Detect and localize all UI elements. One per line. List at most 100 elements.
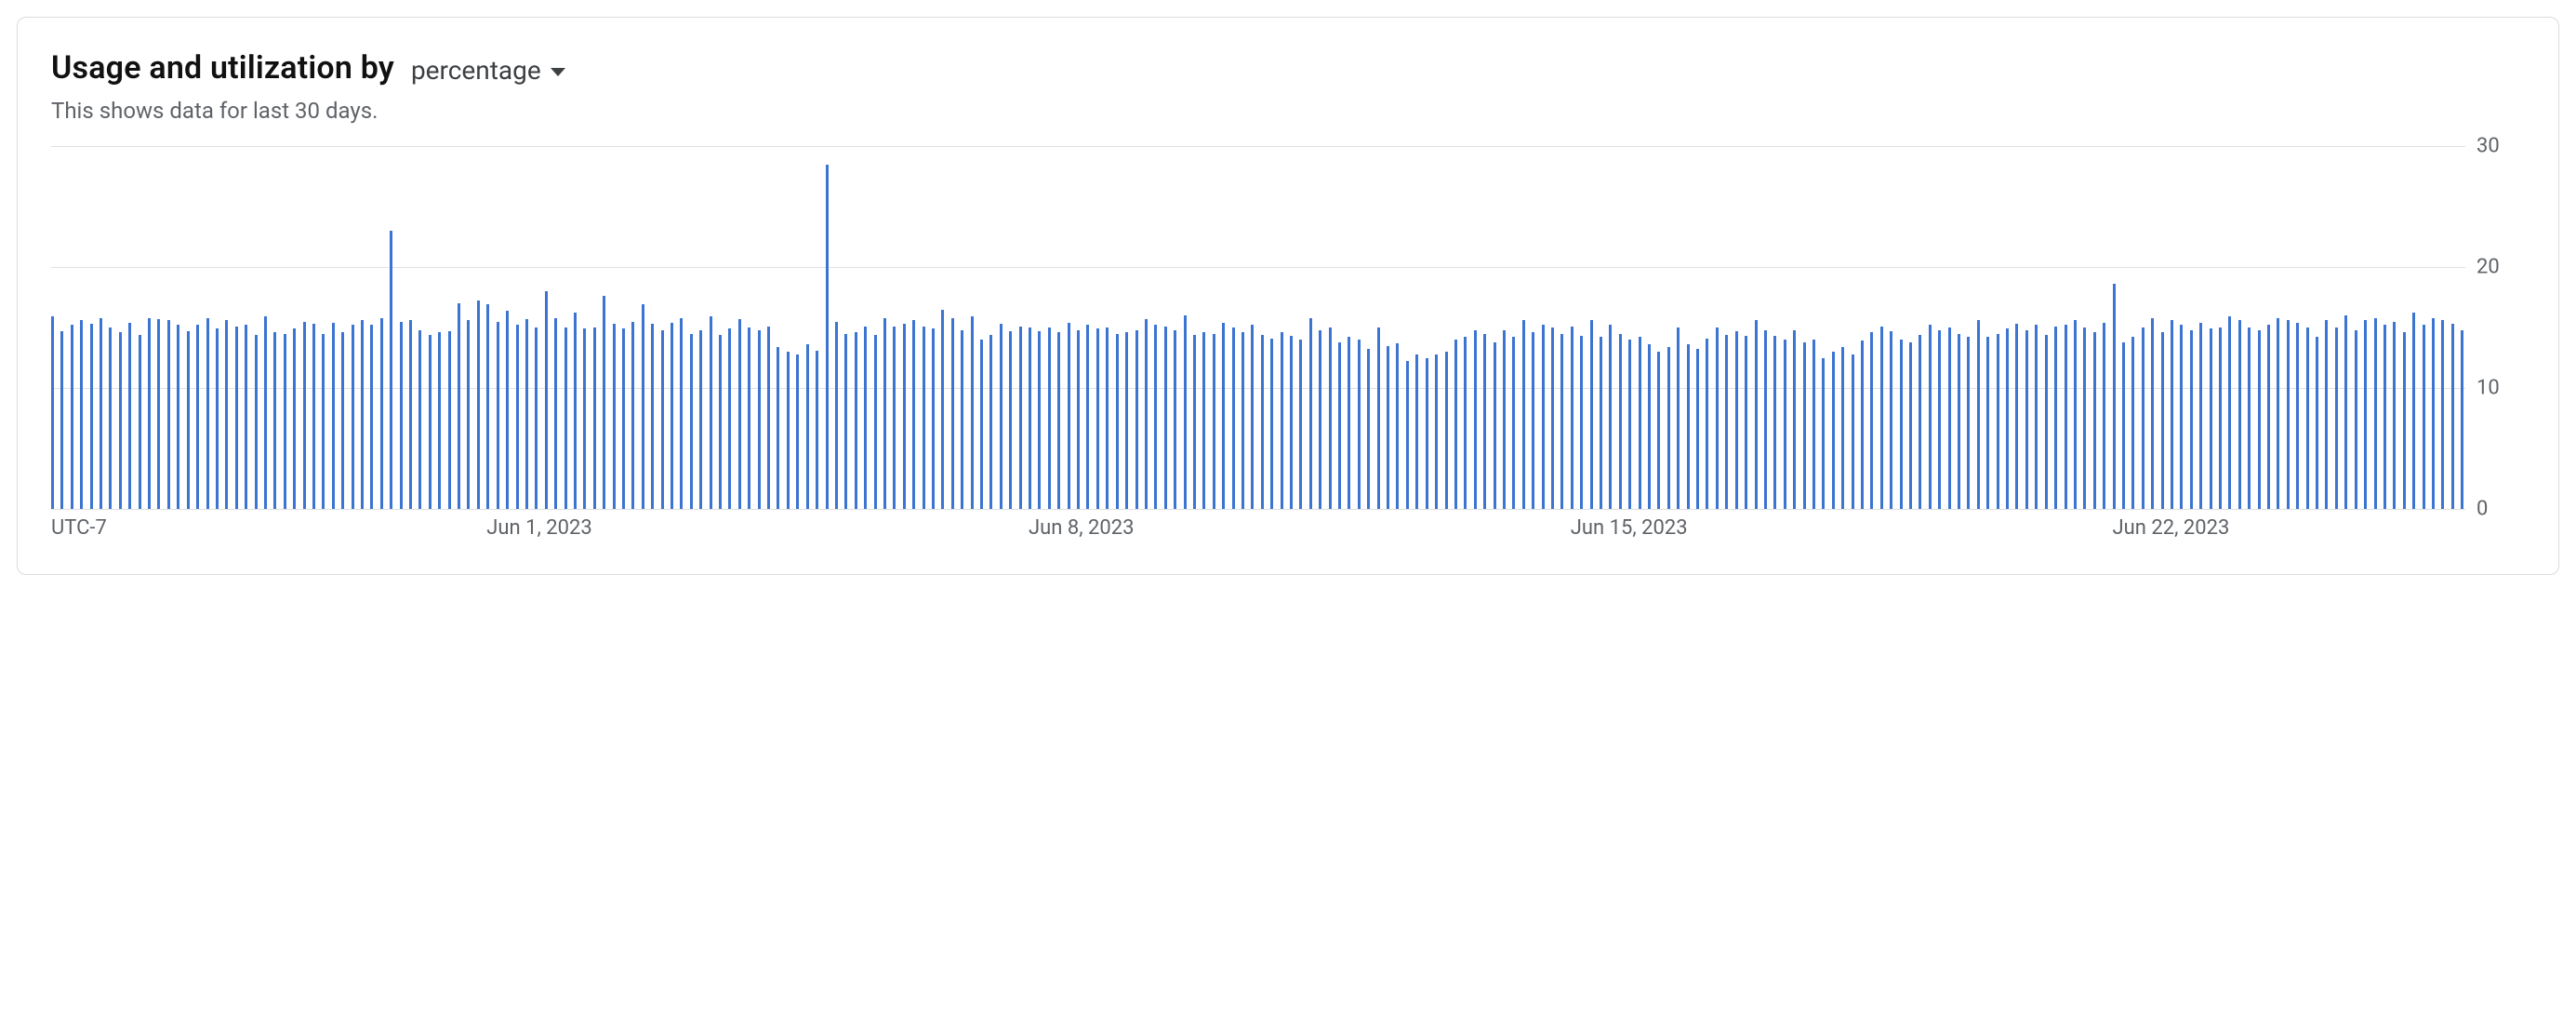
chart-bar xyxy=(448,331,451,509)
chart-bar xyxy=(1687,344,1690,509)
chart-bar xyxy=(1841,347,1844,509)
chart-bar xyxy=(497,322,499,510)
chart-bar xyxy=(1512,337,1515,509)
chart-bar xyxy=(1706,339,1708,509)
chart-bar xyxy=(1609,325,1612,509)
chart-bar xyxy=(603,296,605,509)
usage-chart: 0102030 UTC-7Jun 1, 2023Jun 8, 2023Jun 1… xyxy=(51,146,2525,548)
chart-bar xyxy=(80,320,83,509)
chart-bar xyxy=(1522,320,1525,509)
chart-bar xyxy=(1213,334,1215,510)
chart-bar xyxy=(1773,336,1776,509)
chart-bar xyxy=(806,344,809,509)
chart-bar xyxy=(2122,342,2125,509)
chart-bar xyxy=(467,320,470,509)
chart-bar xyxy=(1348,337,1350,509)
chart-bar xyxy=(651,324,654,509)
chart-bar xyxy=(1648,344,1651,509)
chart-bar xyxy=(1435,354,1438,509)
chart-bar xyxy=(2451,324,2454,509)
chart-bar xyxy=(1677,327,1680,509)
chart-bar xyxy=(1406,361,1409,509)
chart-bar xyxy=(1909,342,1912,509)
chart-bar xyxy=(1793,330,1796,509)
chart-bar xyxy=(1784,340,1786,509)
usage-card: Usage and utilization by percentage This… xyxy=(17,17,2559,575)
chart-bar xyxy=(1590,320,1593,509)
chart-bar xyxy=(2113,284,2116,509)
metric-selector[interactable]: percentage xyxy=(411,55,565,86)
chart-bar xyxy=(109,327,112,509)
card-title: Usage and utilization by xyxy=(51,49,394,87)
chart-bar xyxy=(458,303,460,509)
chart-bar xyxy=(564,327,567,509)
chart-bar xyxy=(1725,335,1728,509)
chart-bar xyxy=(593,327,596,509)
chart-bar xyxy=(883,318,886,509)
chart-bar xyxy=(971,316,974,509)
chart-bar xyxy=(1222,323,1225,509)
chart-bar xyxy=(516,325,519,509)
chart-bar xyxy=(2161,332,2164,509)
chart-bar xyxy=(671,323,673,509)
chart-bar xyxy=(2316,337,2318,509)
chart-bar xyxy=(1019,327,1022,509)
chart-bar xyxy=(2045,335,2048,509)
chart-bar xyxy=(1000,324,1003,509)
chart-bar xyxy=(71,325,73,509)
chart-bar xyxy=(554,318,557,509)
chart-bar xyxy=(738,319,741,509)
chart-bar xyxy=(225,320,228,509)
chart-bar xyxy=(2210,328,2212,509)
chart-bar xyxy=(2306,327,2309,509)
chart-bar xyxy=(1986,337,1989,509)
chart-bar xyxy=(1299,340,1302,509)
chart-bar xyxy=(1096,328,1099,509)
chart-bar xyxy=(2054,327,2057,509)
chart-bar xyxy=(826,165,829,510)
chart-bar xyxy=(1716,327,1719,509)
chart-bar xyxy=(1048,327,1051,509)
chart-bar xyxy=(2171,320,2173,509)
card-subtitle: This shows data for last 30 days. xyxy=(51,98,2525,124)
chart-bar xyxy=(370,325,373,509)
chart-bar xyxy=(390,231,392,509)
chart-bar xyxy=(961,330,963,509)
chart-bar xyxy=(661,330,664,509)
chart-bar xyxy=(1377,327,1380,509)
chart-bar xyxy=(409,320,412,509)
chart-bar xyxy=(2355,330,2357,509)
chart-bar xyxy=(1281,332,1283,509)
chart-bar xyxy=(1803,342,1806,509)
chart-bar xyxy=(1454,340,1457,509)
chart-bar xyxy=(767,327,770,509)
chart-bar xyxy=(525,319,528,509)
chart-bar xyxy=(2325,320,2328,509)
chart-bar xyxy=(796,354,799,509)
chart-bar xyxy=(1812,340,1815,509)
chart-bar xyxy=(2277,318,2279,509)
chart-bar xyxy=(1125,332,1128,509)
chart-x-axis: UTC-7Jun 1, 2023Jun 8, 2023Jun 15, 2023J… xyxy=(51,514,2525,548)
x-axis-tick: UTC-7 xyxy=(51,516,107,540)
chart-bar xyxy=(1232,327,1235,509)
chart-bar xyxy=(1551,327,1554,509)
chart-bar xyxy=(1309,318,1312,509)
chart-bar xyxy=(816,351,818,509)
chart-bar xyxy=(2335,327,2338,509)
chart-bar xyxy=(2287,320,2290,509)
chart-bar xyxy=(951,318,954,509)
chart-bar xyxy=(1919,335,1921,509)
chart-bar xyxy=(980,340,983,509)
x-axis-tick: Jun 15, 2023 xyxy=(1571,516,1688,540)
chart-bar xyxy=(1367,349,1370,509)
chart-bar xyxy=(1338,342,1341,509)
chart-bar xyxy=(1696,349,1699,509)
chart-bar xyxy=(1580,336,1583,509)
x-axis-tick: Jun 8, 2023 xyxy=(1029,516,1134,540)
chart-bar xyxy=(893,327,896,509)
chart-bar xyxy=(2267,325,2270,509)
chart-bar xyxy=(139,335,141,509)
chart-bar xyxy=(2093,332,2096,509)
chart-bar xyxy=(352,325,354,509)
